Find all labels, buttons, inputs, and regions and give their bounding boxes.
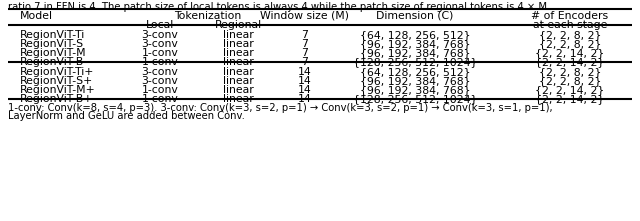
Text: linear: linear xyxy=(223,39,253,49)
Text: {96, 192, 384, 768}: {96, 192, 384, 768} xyxy=(360,39,470,49)
Text: {64, 128, 256, 512}: {64, 128, 256, 512} xyxy=(360,67,470,77)
Text: Regional: Regional xyxy=(214,20,262,30)
Text: Local: Local xyxy=(146,20,174,30)
Text: 1-conv: 1-conv xyxy=(141,85,179,95)
Text: {64, 128, 256, 512}: {64, 128, 256, 512} xyxy=(360,30,470,40)
Text: RegionViT-Ti: RegionViT-Ti xyxy=(20,30,85,40)
Text: {2, 2, 14, 2}: {2, 2, 14, 2} xyxy=(536,48,605,58)
Text: 1-conv: 1-conv xyxy=(141,94,179,104)
Text: LayerNorm and GeLU are added between Conv.: LayerNorm and GeLU are added between Con… xyxy=(8,111,245,121)
Text: 3-conv: 3-conv xyxy=(141,67,179,77)
Text: 14: 14 xyxy=(298,67,312,77)
Text: linear: linear xyxy=(223,30,253,40)
Text: {128, 256, 512, 1024}: {128, 256, 512, 1024} xyxy=(353,57,477,67)
Text: {2, 2, 8, 2}: {2, 2, 8, 2} xyxy=(539,76,601,86)
Text: 14: 14 xyxy=(298,85,312,95)
Text: 7: 7 xyxy=(301,39,308,49)
Text: linear: linear xyxy=(223,76,253,86)
Text: RegionViT-S+: RegionViT-S+ xyxy=(20,76,93,86)
Text: RegionViT-B: RegionViT-B xyxy=(20,57,84,67)
Text: {2, 2, 14, 2}: {2, 2, 14, 2} xyxy=(536,85,605,95)
Text: {2, 2, 8, 2}: {2, 2, 8, 2} xyxy=(539,67,601,77)
Text: 7: 7 xyxy=(301,30,308,40)
Text: {128, 256, 512, 1024}: {128, 256, 512, 1024} xyxy=(353,94,477,104)
Text: 3-conv: 3-conv xyxy=(141,76,179,86)
Text: 1-conv: 1-conv xyxy=(141,48,179,58)
Text: 7: 7 xyxy=(301,57,308,67)
Text: {2, 2, 8, 2}: {2, 2, 8, 2} xyxy=(539,39,601,49)
Text: linear: linear xyxy=(223,48,253,58)
Text: linear: linear xyxy=(223,67,253,77)
Text: linear: linear xyxy=(223,85,253,95)
Text: {2, 2, 14, 2}: {2, 2, 14, 2} xyxy=(536,94,605,104)
Text: RegionViT-S: RegionViT-S xyxy=(20,39,84,49)
Text: 3-conv: 3-conv xyxy=(141,39,179,49)
Text: RegionViT-B+: RegionViT-B+ xyxy=(20,94,93,104)
Text: Tokenization: Tokenization xyxy=(174,11,241,21)
Text: 3-conv: 3-conv xyxy=(141,30,179,40)
Text: linear: linear xyxy=(223,57,253,67)
Text: {2, 2, 14, 2}: {2, 2, 14, 2} xyxy=(536,57,605,67)
Text: {2, 2, 8, 2}: {2, 2, 8, 2} xyxy=(539,30,601,40)
Text: 1-conv: 1-conv xyxy=(141,57,179,67)
Text: Dimension (C): Dimension (C) xyxy=(376,11,454,21)
Text: 7: 7 xyxy=(301,48,308,58)
Text: ratio 7 in FFN is 4. The patch size of local tokens is always 4 while the patch : ratio 7 in FFN is 4. The patch size of l… xyxy=(8,2,547,12)
Text: RegionViT-M: RegionViT-M xyxy=(20,48,86,58)
Text: RegionViT-M+: RegionViT-M+ xyxy=(20,85,96,95)
Text: {96, 192, 384, 768}: {96, 192, 384, 768} xyxy=(360,48,470,58)
Text: at each stage: at each stage xyxy=(533,20,607,30)
Text: Model: Model xyxy=(20,11,53,21)
Text: 14: 14 xyxy=(298,76,312,86)
Text: RegionViT-Ti+: RegionViT-Ti+ xyxy=(20,67,94,77)
Text: Window size (M): Window size (M) xyxy=(260,11,349,21)
Text: 14: 14 xyxy=(298,94,312,104)
Text: 1-conv: Conv(k=8, s=4, p=3). 3-conv: Conv(k=3, s=2, p=1) → Conv(k=3, s=2, p=1) →: 1-conv: Conv(k=8, s=4, p=3). 3-conv: Con… xyxy=(8,103,552,113)
Text: linear: linear xyxy=(223,94,253,104)
Text: # of Encoders: # of Encoders xyxy=(531,11,609,21)
Text: {96, 192, 384, 768}: {96, 192, 384, 768} xyxy=(360,85,470,95)
Text: {96, 192, 384, 768}: {96, 192, 384, 768} xyxy=(360,76,470,86)
